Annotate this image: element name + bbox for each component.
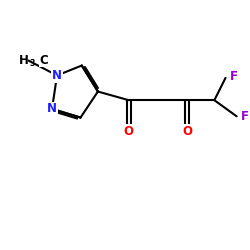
Text: O: O [124,125,134,138]
Text: H: H [18,54,28,67]
Text: F: F [230,70,238,83]
Text: C: C [39,54,48,67]
Text: F: F [241,110,249,123]
Text: 3: 3 [30,59,35,68]
Text: N: N [52,69,62,82]
Text: O: O [182,125,192,138]
Text: N: N [47,102,57,116]
